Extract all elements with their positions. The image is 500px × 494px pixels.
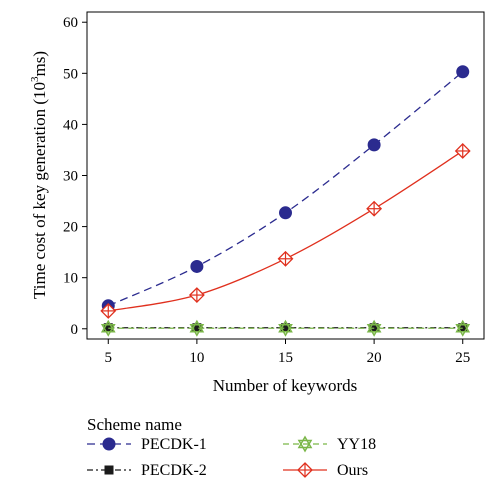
y-axis-label-unit: ms) <box>30 51 49 77</box>
data-point <box>456 65 470 79</box>
legend-title: Scheme name <box>87 415 182 434</box>
data-point <box>100 302 117 319</box>
legend-item: PECDK-2 <box>87 462 207 479</box>
x-tick-label: 5 <box>105 350 113 366</box>
y-tick-label: 10 <box>63 271 78 287</box>
x-axis: 5 10 15 20 25 <box>105 339 470 366</box>
legend-label: Ours <box>337 462 368 479</box>
legend-label: YY18 <box>337 436 376 453</box>
legend-marker <box>297 462 313 478</box>
legend-label: PECDK-1 <box>141 436 207 453</box>
series-yy18 <box>100 319 471 337</box>
legend-marker <box>297 435 313 453</box>
series-line <box>108 150 464 312</box>
x-axis-label: Number of keywords <box>213 376 357 395</box>
y-tick-label: 0 <box>71 322 79 338</box>
x-tick-label: 15 <box>278 350 293 366</box>
data-point <box>100 319 116 337</box>
legend-item: YY18 <box>283 435 376 453</box>
x-tick-label: 10 <box>189 350 204 366</box>
data-point <box>366 200 383 217</box>
y-tick-label: 60 <box>63 15 78 31</box>
x-tick-label: 20 <box>367 350 382 366</box>
data-point <box>188 287 205 303</box>
legend: PECDK-1 PECDK-2 YY18 Ours <box>87 435 376 479</box>
y-axis-label-exponent: 3 <box>29 76 41 82</box>
legend-marker <box>104 465 114 475</box>
data-point <box>455 319 471 337</box>
y-tick-label: 50 <box>63 66 78 82</box>
series-pecdk-1 <box>101 65 470 313</box>
data-point <box>278 319 293 337</box>
y-tick-label: 30 <box>63 169 78 185</box>
y-tick-label: 40 <box>63 117 78 133</box>
data-point <box>279 206 292 220</box>
y-axis-label: Time cost of key generation (103ms) <box>29 51 49 299</box>
legend-marker <box>102 437 116 451</box>
data-point-overlay <box>282 324 289 332</box>
data-point-overlay <box>193 324 201 332</box>
data-point <box>190 259 204 273</box>
legend-label: PECDK-2 <box>141 462 207 479</box>
data-point <box>366 319 382 337</box>
legend-item: PECDK-1 <box>87 436 207 453</box>
y-tick-label: 20 <box>63 220 78 236</box>
legend-item: Ours <box>283 462 368 479</box>
y-axis-label-main: Time cost of key generation (10 <box>30 82 49 299</box>
data-point <box>189 319 205 337</box>
x-tick-label: 25 <box>455 350 470 366</box>
series-layer <box>100 65 471 337</box>
series-ours <box>100 143 471 319</box>
y-axis: 0 10 20 30 40 50 60 <box>63 15 87 338</box>
data-point <box>367 138 381 152</box>
series-line <box>108 71 464 307</box>
data-point <box>277 250 294 267</box>
data-point <box>454 143 471 159</box>
